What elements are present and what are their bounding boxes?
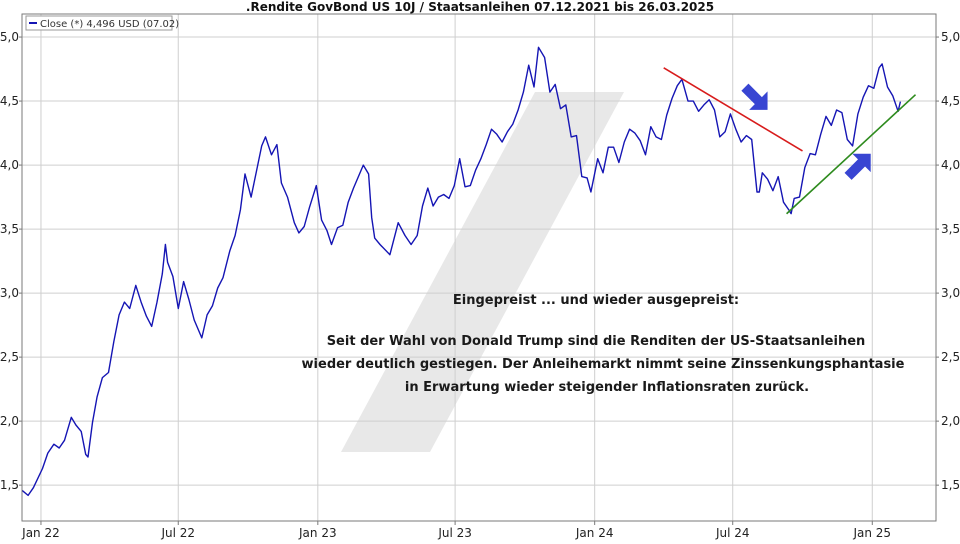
plot-frame	[21, 13, 937, 522]
arrow-layer	[741, 83, 871, 180]
watermark-logo	[341, 92, 624, 452]
x-tick-label: Jan 22	[21, 526, 60, 540]
series-line-close	[21, 46, 902, 497]
annotation-text-block: Eingepreist ... und wieder ausgepreist: …	[302, 293, 905, 395]
annotation-line: in Erwartung wieder steigender Inflation…	[405, 380, 809, 395]
y-tick-label-right: 4,5	[941, 94, 960, 108]
y-tick-label-right: 5,0	[941, 30, 960, 44]
y-tick-label-left: 3,0	[0, 286, 19, 300]
chart-title: .Rendite GovBond US 10J / Staatsanleihen…	[246, 0, 714, 14]
x-tick-label: Jul 23	[437, 526, 472, 540]
x-tick-label: Jan 25	[852, 526, 891, 540]
legend: Close (*) 4,496 USD (07.02)	[25, 15, 179, 31]
y-tick-label-left: 3,5	[0, 222, 19, 236]
x-tick-label: Jul 22	[160, 526, 195, 540]
trendline-up	[786, 94, 917, 215]
annotation-line: wieder deutlich gestiegen. Der Anleihema…	[302, 357, 905, 372]
x-axis: Jan 22 Jul 22 Jan 23 Jul 23 Jan 24 Jul 24 Jan …	[21, 521, 891, 540]
annotation-heading: Eingepreist ... und wieder ausgepreist:	[453, 293, 739, 308]
y-tick-label-right: 4,0	[941, 158, 960, 172]
y-tick-label-left: 1,5	[0, 478, 19, 492]
legend-label: Close (*) 4,496 USD (07.02)	[40, 19, 179, 30]
y-axis-left: 1,5 2,0 2,5 3,0 3,5 4,0 4,5 5,0	[0, 30, 22, 492]
annotation-line: Seit der Wahl von Donald Trump sind die …	[327, 334, 866, 349]
arrow-down-right-icon	[741, 83, 768, 110]
y-tick-label-left: 2,0	[0, 414, 19, 428]
y-tick-label-right: 1,5	[941, 478, 960, 492]
y-tick-label-right: 3,5	[941, 222, 960, 236]
y-tick-label-left: 5,0	[0, 30, 19, 44]
legend-frame	[25, 15, 173, 31]
y-tick-label-right: 2,5	[941, 350, 960, 364]
y-axis-right: 1,5 2,0 2,5 3,0 3,5 4,0 4,5 5,0	[936, 30, 960, 492]
x-tick-label: Jul 24	[715, 526, 750, 540]
watermark-shape	[341, 92, 624, 452]
y-tick-label-left: 4,0	[0, 158, 19, 172]
x-tick-label: Jan 23	[298, 526, 337, 540]
trendline-down	[663, 67, 803, 152]
y-tick-label-right: 2,0	[941, 414, 960, 428]
trendline-layer	[663, 67, 917, 215]
x-tick-label: Jan 24	[575, 526, 614, 540]
gridlines	[22, 14, 936, 521]
series-layer	[21, 46, 902, 497]
y-tick-label-left: 2,5	[0, 350, 19, 364]
y-tick-label-right: 3,0	[941, 286, 960, 300]
arrow-up-right-icon	[844, 153, 871, 180]
y-tick-label-left: 4,5	[0, 94, 19, 108]
